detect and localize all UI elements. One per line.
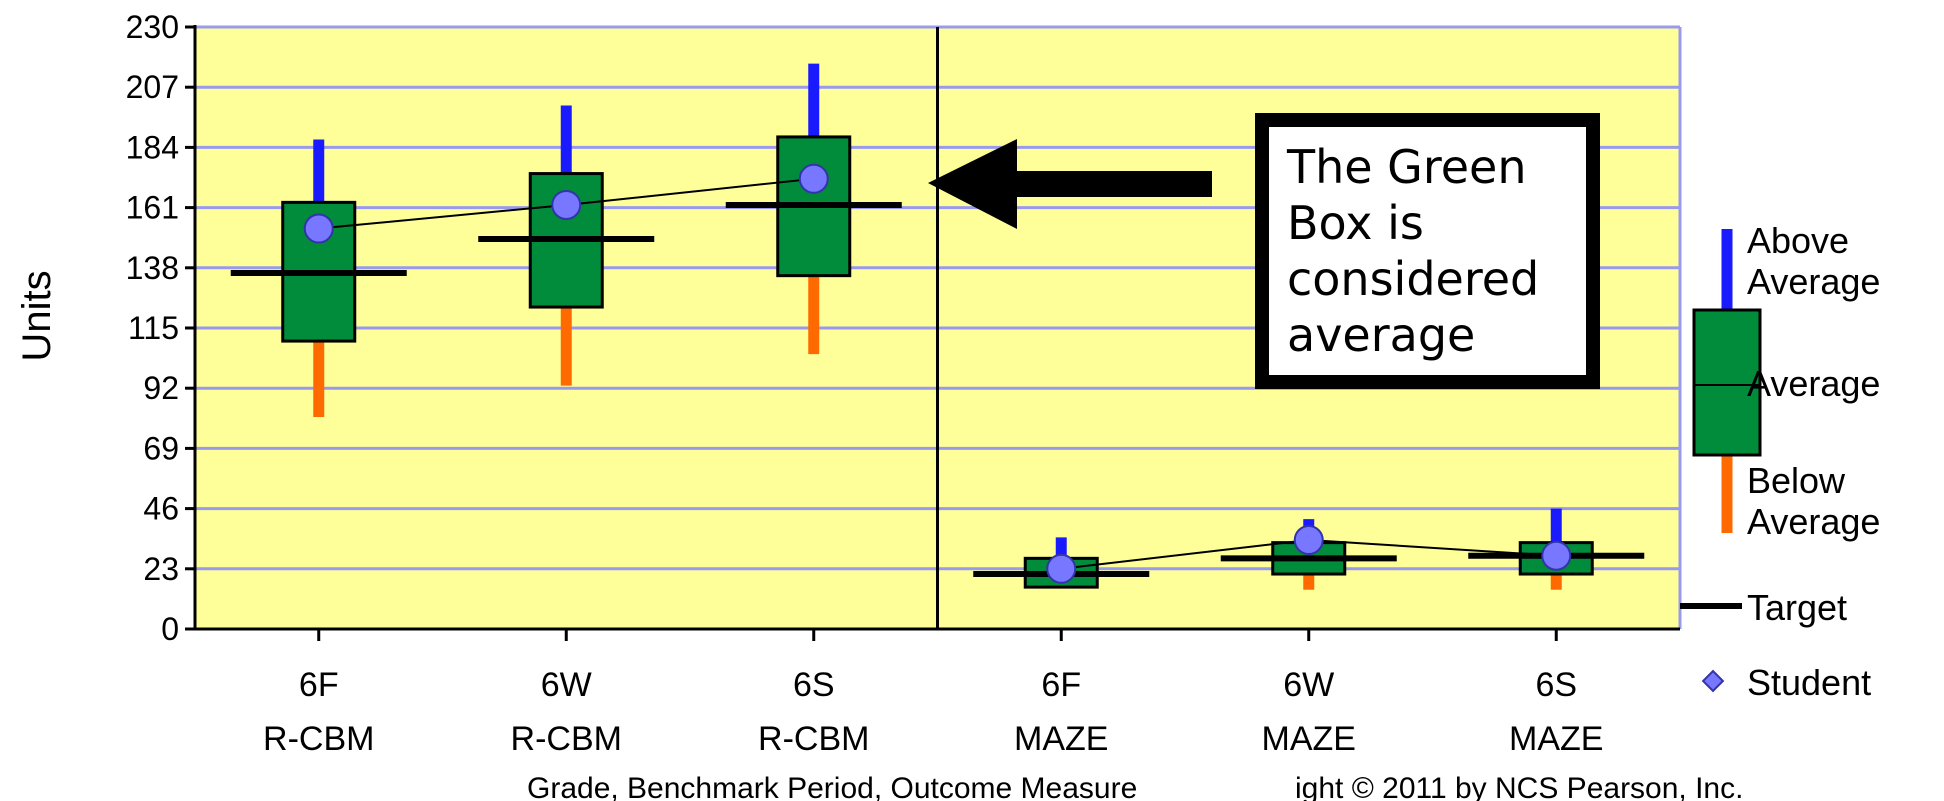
category-label-line1: 6F [299, 666, 339, 704]
category-label-line2: MAZE [1262, 720, 1356, 758]
legend-student-label: Student [1747, 662, 1871, 703]
y-tick-label: 69 [143, 430, 179, 466]
callout-arrow [928, 139, 1212, 229]
y-tick-label: 115 [128, 310, 179, 346]
student-point [551, 189, 582, 220]
y-tick-label: 138 [126, 250, 179, 286]
category-label-line1: 6S [793, 666, 835, 704]
legend-average-label: Average [1747, 363, 1880, 404]
callout-box [1255, 113, 1600, 389]
y-tick-label: 0 [161, 611, 179, 647]
category-label-line2: MAZE [1014, 720, 1108, 758]
legend-above-label: Above [1747, 220, 1849, 261]
callout-text-line: considered [1287, 252, 1539, 306]
legend-below-label: Below [1747, 460, 1846, 501]
category-label-line1: 6W [1283, 666, 1334, 704]
student-trend-line [1308, 539, 1557, 557]
student-trend-line [318, 203, 567, 230]
legend-above-label: Average [1747, 261, 1880, 302]
y-tick-label: 92 [143, 370, 179, 406]
student-point [1541, 540, 1572, 571]
y-tick-labels: 0 23 46 69 92 115 138 161 184 207 230 [126, 9, 179, 647]
legend-average-swatch [1692, 308, 1762, 457]
y-tick-label: 23 [143, 551, 179, 587]
axes [185, 25, 1680, 641]
category-label-line2: MAZE [1509, 720, 1603, 758]
callout-text-line: The Green [1286, 140, 1526, 194]
callout-text-line: average [1287, 308, 1475, 362]
student-trend-line [1061, 539, 1309, 570]
student-point [1046, 553, 1077, 584]
category-label-line2: R-CBM [263, 720, 374, 758]
student-point [303, 213, 334, 244]
callout-text-line: Box is [1287, 196, 1424, 250]
category-label-line1: 6W [541, 666, 592, 704]
student-trend-line [566, 177, 814, 206]
copyright-text: ight © 2011 by NCS Pearson, Inc. [1295, 772, 1743, 801]
student-point [1293, 525, 1324, 556]
y-tick-label: 230 [126, 9, 179, 45]
student-point [798, 163, 829, 194]
category-label-line2: R-CBM [758, 720, 869, 758]
category-label-line2: R-CBM [511, 720, 622, 758]
x-axis-label: Grade, Benchmark Period, Outcome Measure [527, 772, 1137, 801]
legend-target-label: Target [1747, 587, 1847, 628]
y-axis-label: Units [15, 270, 59, 361]
category-label-line1: 6F [1041, 666, 1081, 704]
y-tick-label: 207 [126, 69, 179, 105]
legend-below-label: Average [1747, 501, 1880, 542]
box-6w-r-cbm [478, 105, 655, 386]
x-category-labels: 6F R-CBM 6W R-CBM 6S R-CBM 6F MAZE 6W MAZE 6S MAZE [263, 666, 1603, 758]
box-6s-r-cbm [725, 63, 902, 355]
category-label-line1: 6S [1535, 666, 1577, 704]
legend-student-swatch [1701, 669, 1725, 693]
student-series [303, 163, 1572, 584]
y-tick-label: 184 [126, 129, 179, 165]
y-tick-label: 46 [143, 491, 179, 527]
legend: AboveAverageAverageBelowAverageTargetStu… [1680, 220, 1880, 703]
y-tick-label: 161 [126, 190, 179, 226]
